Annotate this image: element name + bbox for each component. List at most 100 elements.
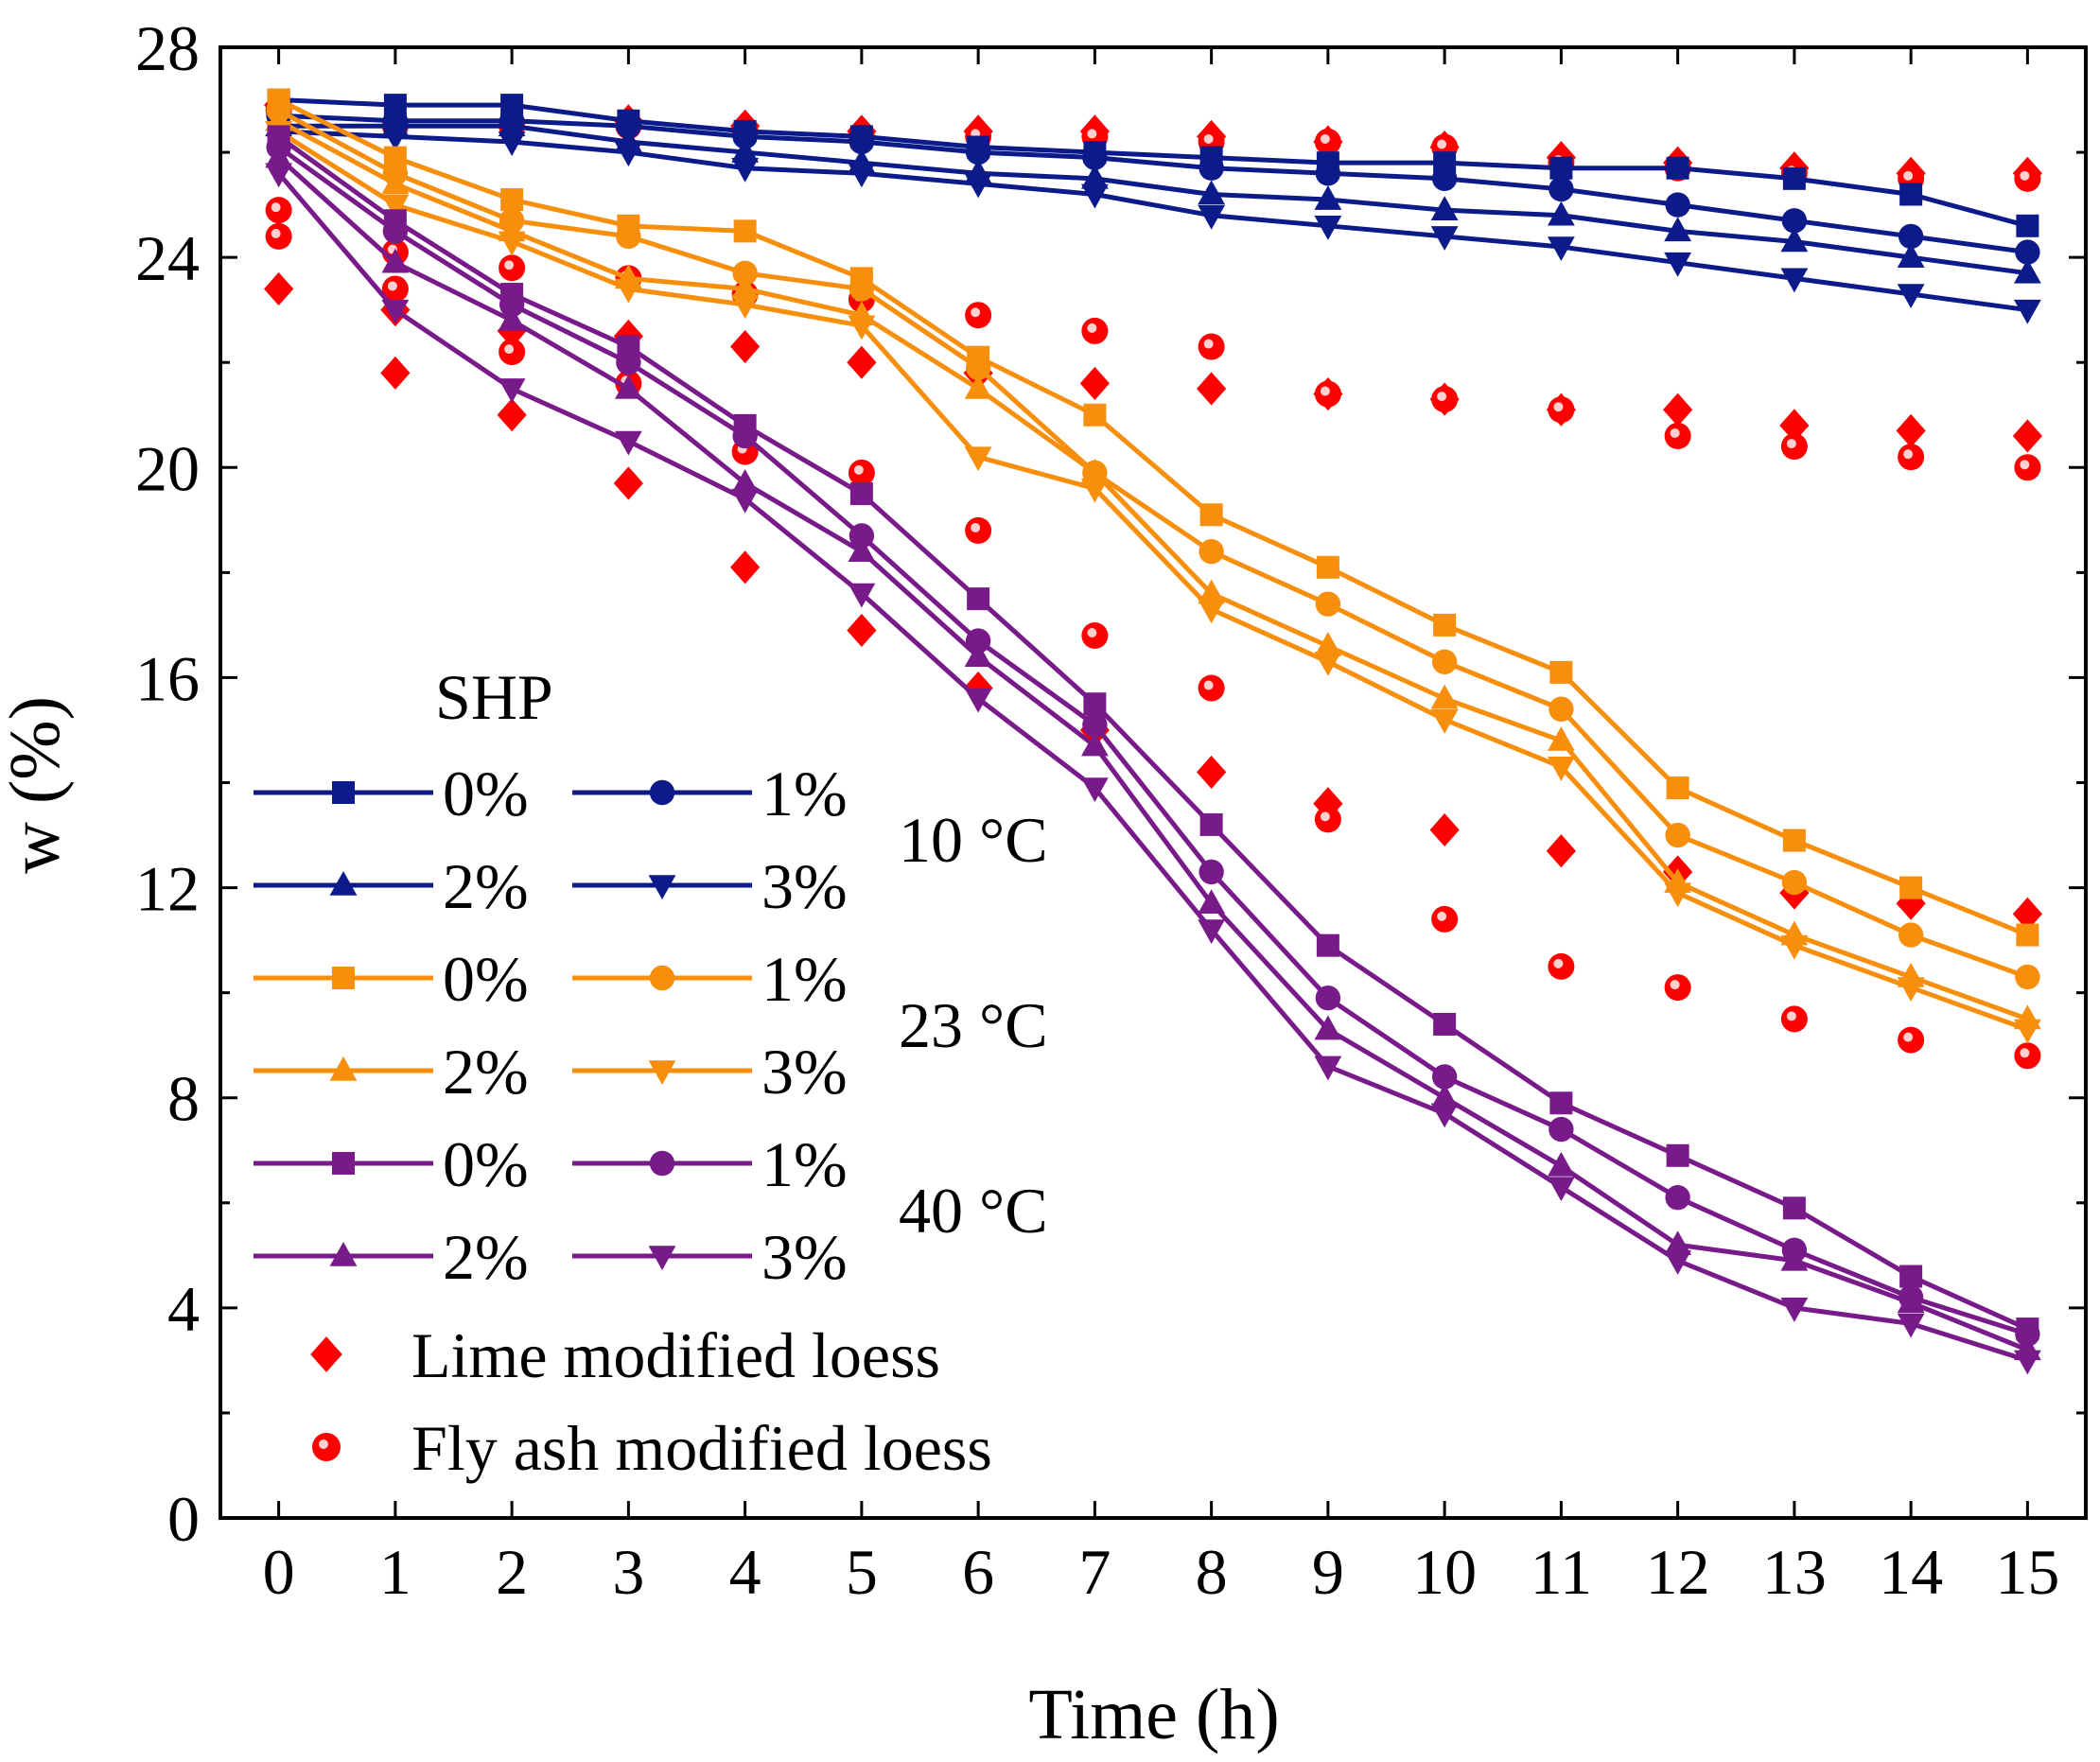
series-point: [1899, 876, 1923, 899]
legend-fly-ash-highlight: [319, 1439, 328, 1449]
series-point: [616, 223, 641, 250]
series-point: [848, 163, 876, 188]
series-point: [964, 446, 992, 472]
y-tick-label: 0: [167, 1483, 200, 1555]
series-point: [1780, 227, 1809, 253]
series-point: [964, 688, 992, 713]
series-point: [498, 305, 526, 331]
x-tick-label: 4: [729, 1536, 761, 1608]
series-point: [1664, 1230, 1692, 1256]
series-point: [1314, 651, 1342, 676]
fly-ash-point-highlight: [1203, 680, 1214, 690]
series-line: [278, 113, 2028, 255]
series-point: [731, 274, 760, 300]
lime-point: [613, 466, 643, 500]
series-point: [965, 139, 991, 166]
series-point: [2015, 239, 2040, 265]
series-point: [731, 157, 760, 183]
series-point: [616, 350, 641, 375]
y-tick-label: 8: [167, 1063, 200, 1135]
legend-swatch-marker: [649, 779, 675, 806]
series-point: [1080, 478, 1109, 503]
legend-swatch-marker: [649, 965, 675, 991]
x-tick-label: 15: [1995, 1536, 2059, 1608]
series-point: [1080, 164, 1109, 189]
series-point: [1198, 919, 1226, 944]
series-point: [2013, 1019, 2041, 1044]
lime-point: [1079, 366, 1110, 400]
series-point: [1430, 1103, 1459, 1128]
legend-group-label: 40 °C: [899, 1175, 1048, 1247]
series-point: [265, 163, 293, 188]
legend-entry-label: 0%: [443, 758, 529, 829]
fly-ash-point-highlight: [1320, 811, 1330, 822]
series-point: [1664, 217, 1692, 242]
series-line: [278, 123, 2028, 276]
series-point: [2016, 214, 2039, 237]
legend-entry-label: 2%: [443, 1221, 529, 1293]
legend-entry-label: 0%: [443, 1128, 529, 1200]
legend-swatch-marker: [332, 967, 355, 989]
series-point: [381, 248, 410, 273]
fly-ash-point-highlight: [271, 228, 281, 238]
series-point: [849, 129, 875, 155]
fly-ash-point-highlight: [1670, 980, 1680, 990]
series-point: [1430, 1083, 1459, 1108]
series-point: [1316, 555, 1339, 579]
series-point: [498, 131, 526, 156]
series-point: [1430, 196, 1459, 220]
series-point: [1315, 161, 1341, 186]
fly-ash-point-highlight: [1903, 449, 1914, 460]
series-point: [1082, 145, 1108, 170]
series-point: [1665, 192, 1690, 218]
series-point: [1314, 185, 1342, 210]
series-point: [1198, 204, 1226, 230]
series-point: [1781, 208, 1808, 234]
x-tick-label: 9: [1312, 1536, 1344, 1608]
series-point: [1897, 243, 1925, 268]
legend-entry-label: 1%: [761, 943, 848, 1015]
series-point: [732, 260, 758, 287]
series-point: [2015, 964, 2040, 990]
series-point: [1549, 1091, 1573, 1115]
fly-ash-point-highlight: [1087, 323, 1097, 333]
series-point: [2013, 1350, 2041, 1375]
series-point: [1897, 1313, 1925, 1338]
series-point: [849, 523, 875, 549]
series-point: [849, 482, 873, 506]
series-point: [1899, 183, 1923, 206]
lime-point: [1896, 413, 1926, 447]
series-point: [500, 188, 524, 212]
fly-ash-point-highlight: [1320, 133, 1330, 144]
y-tick-label: 12: [135, 853, 200, 925]
series-point: [381, 126, 410, 151]
legend-entry-label: 1%: [761, 758, 848, 829]
series-point: [964, 374, 992, 399]
series-point: [381, 299, 410, 324]
series-point: [381, 194, 410, 219]
legend-entry-label: 3%: [761, 1221, 848, 1293]
series-point: [1547, 201, 1575, 226]
fly-ash-point-highlight: [971, 522, 981, 532]
series-point: [1782, 829, 1806, 852]
lime-point: [1779, 409, 1810, 443]
series-point: [1898, 922, 1924, 948]
series-point: [1549, 1116, 1574, 1143]
series-point: [1782, 166, 1806, 190]
series-point: [2013, 299, 2041, 324]
series-point: [1083, 403, 1107, 427]
series-point: [1899, 1265, 1923, 1288]
series-point: [1666, 776, 1689, 800]
series-point: [499, 291, 525, 318]
legend-group-label: 10 °C: [899, 804, 1048, 876]
fly-ash-point-highlight: [971, 307, 981, 318]
x-tick-label: 5: [846, 1536, 878, 1608]
series-point: [1547, 726, 1575, 751]
series-point: [731, 468, 760, 494]
legend-title: SHP: [435, 661, 553, 733]
series-line: [277, 134, 2029, 1332]
series-point: [265, 143, 293, 168]
series-point: [848, 315, 876, 340]
legend-reference-label: Lime modified loess: [411, 1319, 940, 1391]
